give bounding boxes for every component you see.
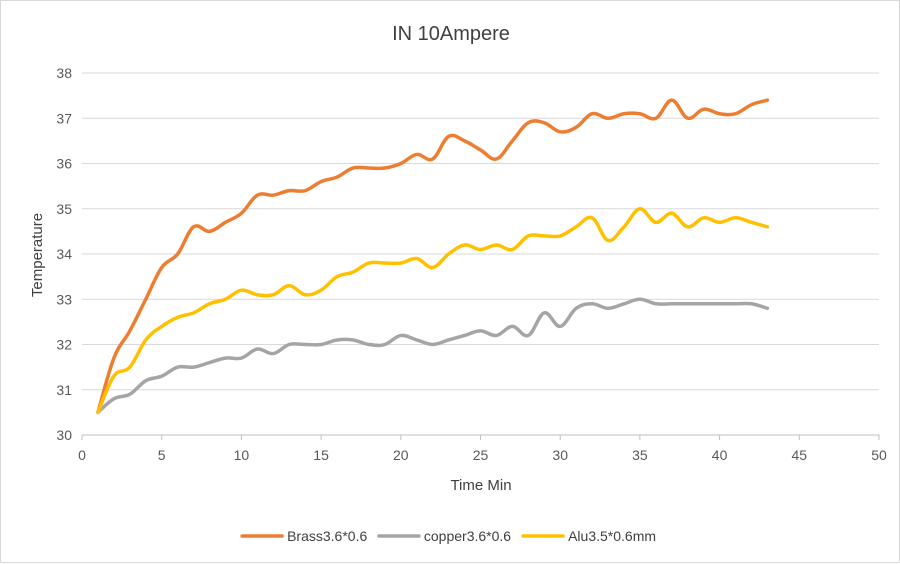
y-tick-label: 33 bbox=[56, 291, 72, 307]
x-tick-label: 35 bbox=[632, 447, 648, 463]
x-axis-title: Time Min bbox=[450, 477, 511, 494]
x-tick-label: 25 bbox=[473, 447, 489, 463]
series-line-alu3-5-0-6mm bbox=[96, 207, 770, 415]
y-tick-label: 35 bbox=[56, 201, 72, 217]
chart-title: IN 10Ampere bbox=[392, 23, 510, 45]
legend: Brass3.6*0.6 copper3.6*0.6 Alu3.5*0.6mm bbox=[240, 528, 656, 544]
axes: 30 31 32 33 34 35 36 37 38 0 5 10 15 20 25 30 35 40 45 50 bbox=[56, 65, 887, 463]
x-tick-label: 40 bbox=[712, 447, 728, 463]
x-tick-label: 20 bbox=[393, 447, 409, 463]
legend-label: Alu3.5*0.6mm bbox=[568, 528, 656, 544]
gridlines bbox=[82, 72, 879, 391]
y-tick-label: 38 bbox=[56, 65, 72, 81]
x-tick-label: 30 bbox=[552, 447, 568, 463]
x-tick-label: 15 bbox=[313, 447, 329, 463]
y-axis-title: Temperature bbox=[29, 213, 46, 297]
legend-label: copper3.6*0.6 bbox=[424, 528, 511, 544]
x-tick-label: 5 bbox=[158, 447, 166, 463]
series-line-brass3-6-0-6 bbox=[96, 98, 770, 415]
y-tick-label: 37 bbox=[56, 110, 72, 126]
x-tick-label: 50 bbox=[871, 447, 887, 463]
legend-item: copper3.6*0.6 bbox=[377, 528, 511, 544]
y-tick-label: 34 bbox=[56, 246, 72, 262]
x-tick-label: 10 bbox=[234, 447, 250, 463]
y-tick-label: 32 bbox=[56, 337, 72, 353]
y-tick-label: 30 bbox=[56, 427, 72, 443]
legend-item: Alu3.5*0.6mm bbox=[521, 528, 656, 544]
y-tick-label: 31 bbox=[56, 382, 72, 398]
legend-label: Brass3.6*0.6 bbox=[287, 528, 367, 544]
x-tick-label: 45 bbox=[792, 447, 808, 463]
x-tick-label: 0 bbox=[78, 447, 86, 463]
series-lines bbox=[96, 98, 770, 415]
y-tick-label: 36 bbox=[56, 156, 72, 172]
legend-item: Brass3.6*0.6 bbox=[240, 528, 367, 544]
series-line-copper3-6-0-6 bbox=[96, 297, 770, 415]
